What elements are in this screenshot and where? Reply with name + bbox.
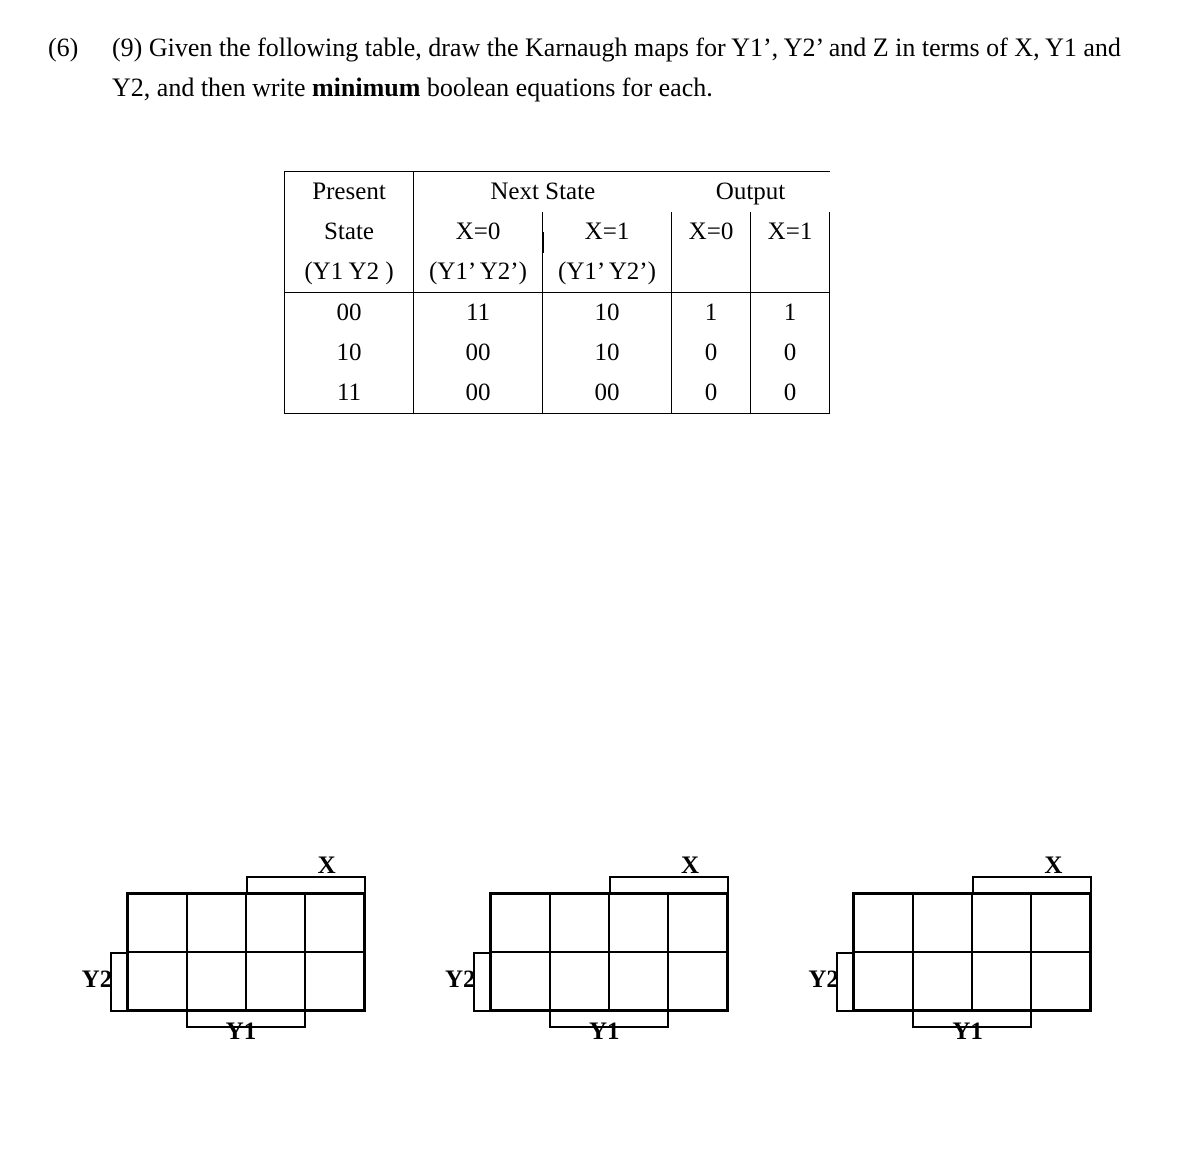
kmap-3: X Y2 Y1	[792, 846, 1112, 1066]
kmap-2: X Y2 Y1	[429, 846, 749, 1066]
th-out-x1: X=1	[751, 212, 830, 252]
cell-ns0: 00	[414, 333, 543, 373]
th-ns-x0-sub: (Y1’ Y2’)	[414, 252, 543, 293]
kmap-cell	[668, 952, 727, 1010]
cell-z1: 1	[751, 292, 830, 333]
kmap-1: X Y2 Y1	[66, 846, 386, 1066]
kmap-label-y2: Y2	[808, 966, 839, 994]
th-present-3: (Y1 Y2 )	[285, 252, 414, 293]
kmap-tick-x	[972, 876, 1092, 892]
kmap-cell	[854, 952, 913, 1010]
th-out-x0: X=0	[672, 212, 751, 252]
kmap-label-y2: Y2	[445, 966, 476, 994]
kmap-cell	[913, 894, 972, 952]
kmap-grid	[126, 892, 366, 1012]
kmap-cell	[609, 894, 668, 952]
th-ns-x1: X=1	[543, 212, 672, 252]
kmap-cell	[668, 894, 727, 952]
kmap-cell	[1031, 952, 1090, 1010]
kmap-cell	[972, 952, 1031, 1010]
kmap-tick-y2	[836, 952, 852, 1012]
cell-z0: 0	[672, 333, 751, 373]
question-number: (6)	[48, 28, 112, 109]
kmap-cell	[913, 952, 972, 1010]
cell-ps: 11	[285, 373, 414, 414]
cell-ns0: 00	[414, 373, 543, 414]
question-points: (9)	[112, 33, 142, 62]
cell-z0: 0	[672, 373, 751, 414]
kmap-cell	[491, 894, 550, 952]
page: (6) (9) Given the following table, draw …	[0, 0, 1178, 1150]
table-row: 10 00 10 0 0	[285, 333, 830, 373]
state-table-container: Present Next State Output State X=0 X=1 …	[284, 171, 1130, 414]
th-out-x1-blank	[751, 252, 830, 293]
kmap-cell	[972, 894, 1031, 952]
kmap-cell	[609, 952, 668, 1010]
cell-z1: 0	[751, 373, 830, 414]
question-block: (6) (9) Given the following table, draw …	[48, 28, 1130, 109]
th-output: Output	[672, 171, 830, 212]
kmap-cell	[128, 952, 187, 1010]
cell-z0: 1	[672, 292, 751, 333]
th-out-x0-blank	[672, 252, 751, 293]
state-table: Present Next State Output State X=0 X=1 …	[284, 171, 830, 414]
th-ns-x0: X=0	[414, 212, 543, 252]
cell-ns1: 10	[543, 333, 672, 373]
kmap-label-y1: Y1	[952, 1018, 983, 1046]
question-text: (9) Given the following table, draw the …	[112, 28, 1130, 109]
cell-z1: 0	[751, 333, 830, 373]
kmap-label-y2: Y2	[82, 966, 113, 994]
th-present-1: Present	[285, 171, 414, 212]
kmap-cell	[305, 952, 364, 1010]
kmap-grid	[489, 892, 729, 1012]
cell-ns1: 00	[543, 373, 672, 414]
th-next-state: Next State	[414, 171, 672, 212]
kmap-tick-y2	[110, 952, 126, 1012]
question-bold-word: minimum	[312, 73, 420, 102]
question-text-part2: boolean equations for each.	[420, 73, 712, 102]
kmap-cell	[187, 894, 246, 952]
kmap-cell	[854, 894, 913, 952]
state-table-body: 00 11 10 1 1 10 00 10 0 0 11 00 00	[285, 292, 830, 413]
kmap-label-y1: Y1	[226, 1018, 257, 1046]
kmap-cell	[128, 894, 187, 952]
kmap-cell	[550, 952, 609, 1010]
kmap-cell	[305, 894, 364, 952]
cell-ns0: 11	[414, 292, 543, 333]
table-row: 11 00 00 0 0	[285, 373, 830, 414]
cell-ps: 10	[285, 333, 414, 373]
kmap-cell	[246, 952, 305, 1010]
kmap-tick-x	[609, 876, 729, 892]
kmap-cell	[1031, 894, 1090, 952]
kmap-grid	[852, 892, 1092, 1012]
kmap-tick-x	[246, 876, 366, 892]
cell-ns1: 10	[543, 292, 672, 333]
kmap-tick-y2	[473, 952, 489, 1012]
table-row: 00 11 10 1 1	[285, 292, 830, 333]
kmap-cell	[187, 952, 246, 1010]
kmaps-container: X Y2 Y1 X Y2 Y1 X Y2	[0, 846, 1178, 1066]
kmap-cell	[491, 952, 550, 1010]
kmap-cell	[550, 894, 609, 952]
cell-ps: 00	[285, 292, 414, 333]
th-present-2: State	[285, 212, 414, 252]
kmap-cell	[246, 894, 305, 952]
kmap-label-y1: Y1	[589, 1018, 620, 1046]
th-ns-x1-sub: (Y1’ Y2’)	[543, 252, 672, 293]
